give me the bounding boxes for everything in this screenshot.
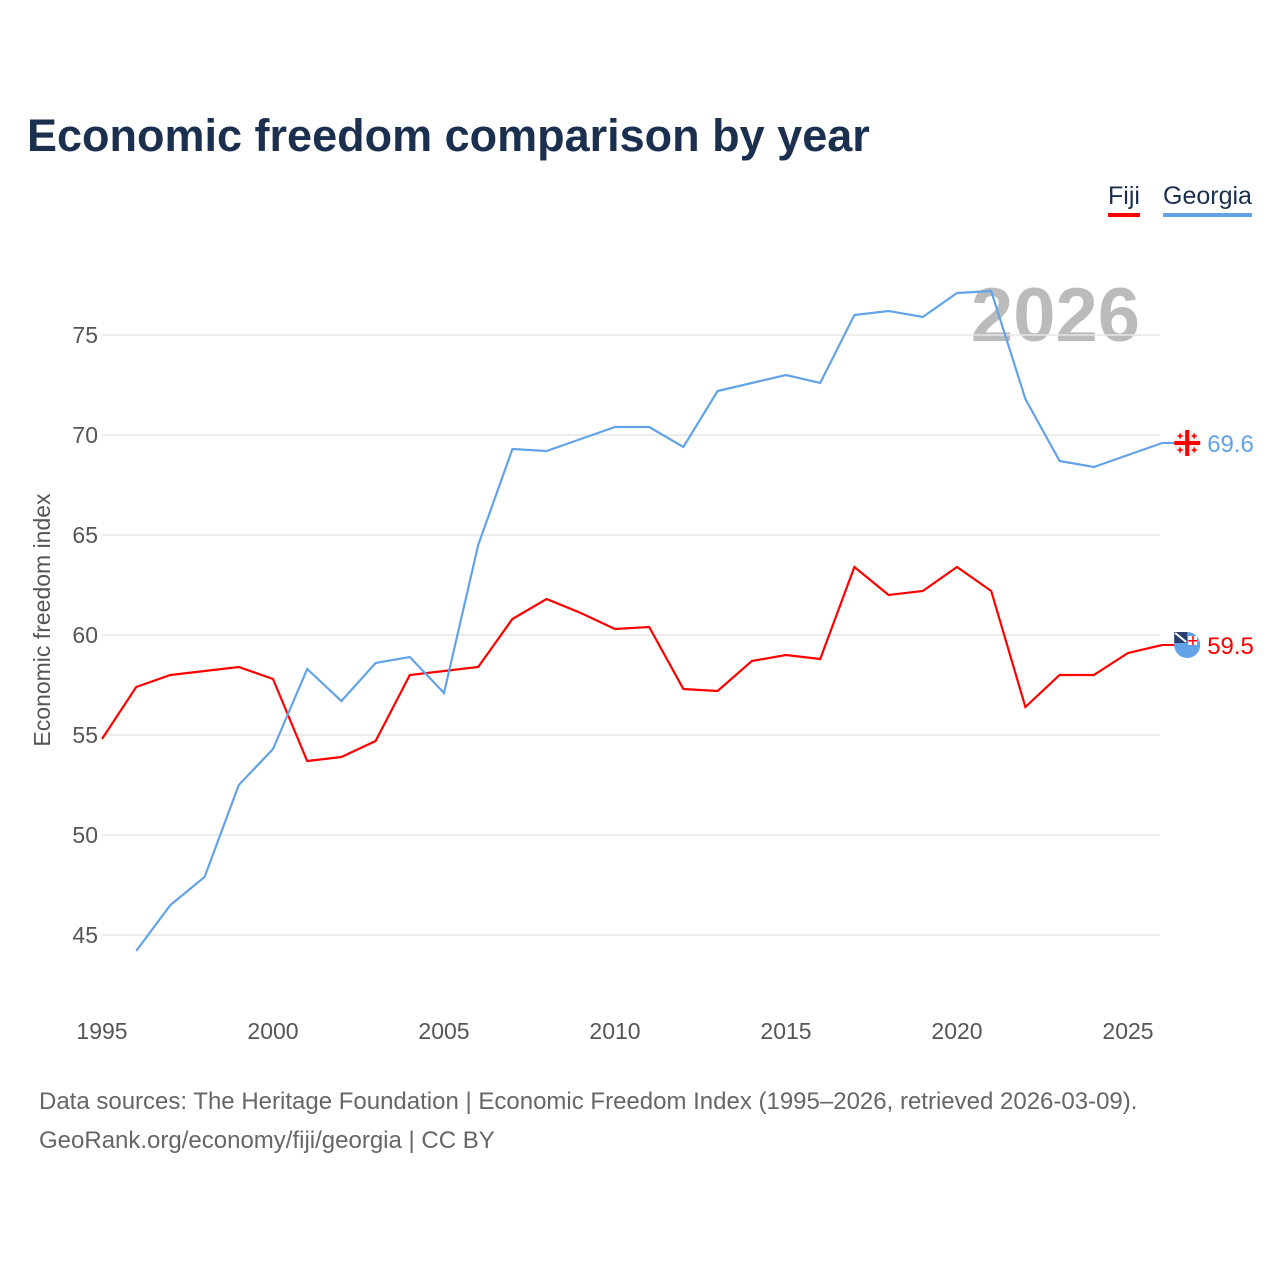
year-watermark: 2026: [971, 273, 1140, 358]
y-tick-label: 45: [72, 922, 98, 948]
x-tick-label: 2005: [418, 1018, 469, 1044]
y-tick-label: 55: [72, 722, 98, 748]
legend-item-georgia[interactable]: Georgia: [1163, 182, 1252, 217]
y-axis-label: Economic freedom index: [29, 493, 55, 747]
y-tick-label: 65: [72, 522, 98, 548]
end-value-label-fiji: 59.5: [1207, 633, 1254, 660]
end-value-label-georgia: 69.6: [1207, 431, 1254, 458]
series-line-georgia: [135, 289, 1163, 952]
x-tick-label: 2000: [247, 1018, 298, 1044]
y-tick-label: 75: [72, 322, 98, 348]
x-tick-label: 1995: [76, 1018, 127, 1044]
y-tick-label: 50: [72, 822, 98, 848]
x-tick-label: 2025: [1102, 1018, 1153, 1044]
georgia-flag-icon: [1174, 430, 1201, 456]
chart-title: Economic freedom comparison by year: [27, 110, 870, 161]
source-line-1: Data sources: The Heritage Foundation | …: [39, 1088, 1138, 1115]
legend-item-fiji[interactable]: Fiji: [1108, 182, 1140, 217]
x-tick-label: 2015: [760, 1018, 811, 1044]
y-tick-label: 60: [72, 622, 98, 648]
x-tick-label: 2010: [589, 1018, 640, 1044]
series-line-fiji: [101, 565, 1163, 763]
fiji-flag-icon: [1174, 632, 1201, 658]
y-tick-label: 70: [72, 422, 98, 448]
x-tick-label: 2020: [931, 1018, 982, 1044]
source-line-2: GeoRank.org/economy/fiji/georgia | CC BY: [39, 1127, 495, 1154]
